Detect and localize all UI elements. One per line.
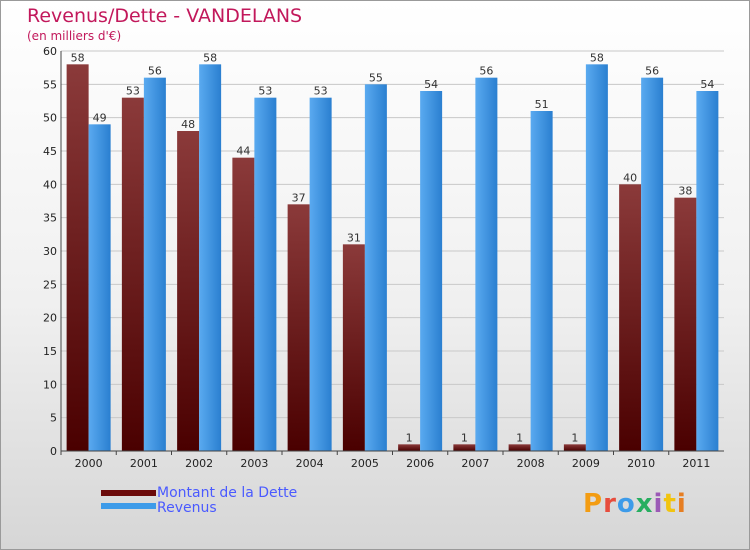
y-tick-label-15: 15 [43,345,57,358]
data-label-debt-2000: 58 [71,51,85,64]
data-label-debt-2011: 38 [678,185,692,198]
bar-debt-2008 [508,444,531,451]
bar-debt-2003 [232,157,255,451]
data-label-revenue-2004: 53 [314,85,328,98]
data-label-revenue-2009: 58 [590,51,604,64]
y-tick-label-10: 10 [43,378,57,391]
data-label-debt-2006: 1 [406,431,413,444]
bar-revenue-2010 [641,77,664,452]
data-label-revenue-2007: 56 [479,65,493,78]
y-tick-label-45: 45 [43,145,57,158]
data-label-revenue-2001: 56 [148,65,162,78]
logo-letter: o [616,489,636,519]
data-label-debt-2007: 1 [461,431,468,444]
logo-letter: t [663,489,677,519]
legend-label-revenue: Revenus [157,500,217,516]
x-tick-label-2007: 2007 [461,457,489,470]
logo-letter: x [635,489,654,519]
x-tick-label-2005: 2005 [351,457,379,470]
x-tick-label-2003: 2003 [240,457,268,470]
bar-debt-2011 [674,197,697,451]
x-tick-label-2006: 2006 [406,457,434,470]
y-tick-label-5: 5 [50,412,57,425]
bar-revenue-2000 [88,124,111,451]
logo-letter: i [653,489,664,519]
y-tick-label-30: 30 [43,245,57,258]
y-tick-label-55: 55 [43,78,57,91]
bar-debt-2009 [563,444,586,451]
x-tick-label-2002: 2002 [185,457,213,470]
data-label-revenue-2000: 49 [93,111,107,124]
bar-debt-2005 [342,244,365,451]
y-tick-label-50: 50 [43,112,57,125]
x-tick-label-2010: 2010 [627,457,655,470]
bar-debt-2004 [287,204,310,451]
bar-debt-2010 [619,184,642,452]
chart-subtitle: (en milliers d'€) [27,29,122,43]
bar-revenue-2005 [364,84,387,451]
bar-debt-2007 [453,444,476,451]
data-label-debt-2001: 53 [126,85,140,98]
data-label-revenue-2003: 53 [258,85,272,98]
y-tick-label-0: 0 [50,445,57,458]
bar-revenue-2004 [309,97,332,452]
data-label-revenue-2011: 54 [700,78,714,91]
data-label-debt-2005: 31 [347,231,361,244]
logo-letter: r [603,489,617,519]
data-label-debt-2009: 1 [571,431,578,444]
bar-debt-2002 [177,131,200,451]
x-tick-label-2000: 2000 [75,457,103,470]
data-label-revenue-2005: 55 [369,71,383,84]
legend-swatch-debt [101,490,156,496]
x-tick-label-2009: 2009 [572,457,600,470]
x-tick-label-2011: 2011 [682,457,710,470]
bar-revenue-2009 [585,64,608,452]
logo-letter: P [583,489,604,519]
y-tick-label-25: 25 [43,278,57,291]
bar-revenue-2008 [530,111,553,451]
data-label-debt-2004: 37 [292,191,306,204]
y-tick-label-40: 40 [43,178,57,191]
bar-revenue-2003 [254,97,277,452]
y-tick-label-35: 35 [43,212,57,225]
data-label-debt-2003: 44 [236,145,250,158]
bar-revenue-2006 [420,91,443,451]
proxiti-logo: Proxiti [583,489,687,519]
bar-debt-2001 [121,97,144,452]
bar-debt-2000 [66,64,89,452]
data-label-debt-2008: 1 [516,431,523,444]
x-tick-label-2004: 2004 [296,457,324,470]
bar-debt-2006 [398,444,421,451]
data-label-revenue-2006: 54 [424,78,438,91]
legend-swatch-revenue [101,503,156,509]
y-tick-label-60: 60 [43,45,57,58]
bar-revenue-2007 [475,77,498,452]
data-label-debt-2002: 48 [181,118,195,131]
data-label-revenue-2010: 56 [645,65,659,78]
chart-title: Revenus/Dette - VANDELANS [27,5,303,27]
data-label-debt-2010: 40 [623,171,637,184]
bar-revenue-2002 [199,64,222,452]
bar-revenue-2001 [143,77,166,452]
data-label-revenue-2002: 58 [203,51,217,64]
y-tick-label-20: 20 [43,312,57,325]
x-tick-label-2001: 2001 [130,457,158,470]
bar-revenue-2011 [696,91,719,451]
x-tick-label-2008: 2008 [517,457,545,470]
logo-letter: i [676,489,687,519]
data-label-revenue-2008: 51 [535,98,549,111]
legend-label-debt: Montant de la Dette [157,485,298,501]
